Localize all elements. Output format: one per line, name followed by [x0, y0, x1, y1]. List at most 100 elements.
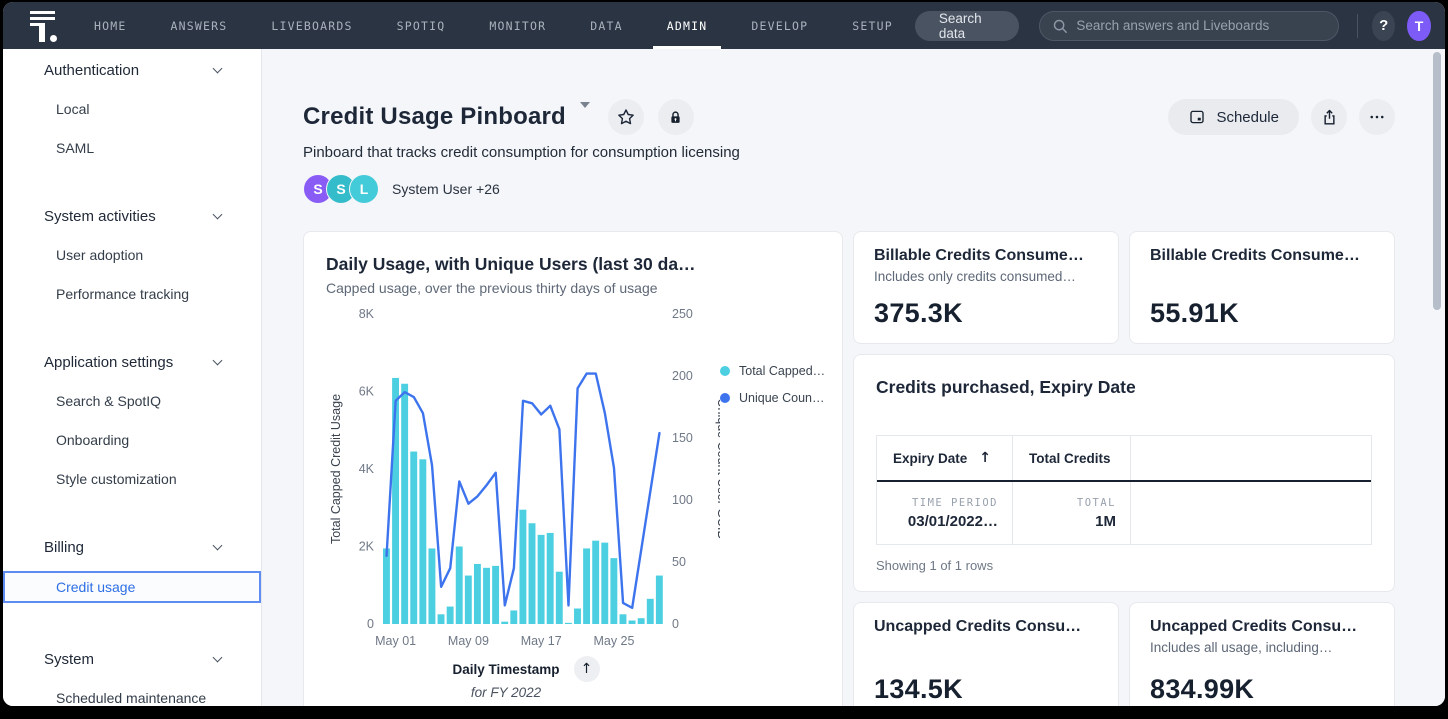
sort-axis-button[interactable]: ↑ [573, 656, 600, 682]
svg-text:150: 150 [672, 431, 693, 445]
svg-text:Unique Count User GUID: Unique Count User GUID [715, 398, 720, 539]
chevron-down-icon [212, 209, 223, 219]
nav-tabs: HOME ANSWERS LIVEBOARDS SPOTIQ MONITOR D… [72, 2, 915, 49]
kpi-card-uncapped-credits-2[interactable]: Uncapped Credits Consu… Includes all usa… [1129, 602, 1395, 706]
table-title: Credits purchased, Expiry Date [876, 377, 1136, 397]
admin-sidebar: Authentication Local SAML System activit… [3, 49, 262, 706]
title-menu-button[interactable] [576, 102, 594, 130]
nav-tab-spotiq[interactable]: SPOTIQ [396, 18, 446, 33]
column-label: Expiry Date [893, 450, 968, 466]
cell-total-credits: TOTAL 1M [1013, 482, 1131, 544]
search-icon [1054, 19, 1068, 33]
sidebar-section-system[interactable]: System [3, 647, 261, 671]
svg-text:May 09: May 09 [448, 634, 489, 648]
svg-text:8K: 8K [359, 307, 375, 321]
star-icon [618, 109, 634, 125]
legend-item-bars[interactable]: Total Capped… [720, 364, 825, 378]
sidebar-item-style-customization[interactable]: Style customization [56, 471, 177, 487]
svg-text:0: 0 [672, 617, 679, 631]
kpi-value: 134.5K [874, 674, 963, 704]
nav-tab-home[interactable]: HOME [94, 18, 127, 33]
kpi-title: Billable Credits Consume… [1150, 247, 1360, 264]
sidebar-section-authentication[interactable]: Authentication [3, 58, 261, 82]
daily-usage-chart-card[interactable]: Daily Usage, with Unique Users (last 30 … [303, 231, 843, 706]
nav-tab-setup[interactable]: SETUP [852, 18, 893, 33]
pinboard-description: Pinboard that tracks credit consumption … [303, 144, 740, 161]
cell-value: 03/01/2022… [907, 512, 998, 530]
sidebar-item-user-adoption[interactable]: User adoption [56, 247, 144, 263]
global-search [1039, 10, 1340, 41]
nav-tab-liveboards[interactable]: LIVEBOARDS [271, 18, 353, 33]
nav-tab-admin[interactable]: ADMIN [645, 2, 730, 49]
svg-text:Total Capped Credit Usage: Total Capped Credit Usage [329, 394, 343, 544]
svg-text:0: 0 [367, 617, 374, 631]
schedule-button[interactable]: Schedule [1168, 99, 1299, 135]
nav-tab-answers[interactable]: ANSWERS [170, 18, 228, 33]
sidebar-item-credit-usage[interactable]: Credit usage [3, 571, 261, 603]
main-content: Credit Usage Pinboard [263, 49, 1445, 706]
favorite-button[interactable] [607, 99, 644, 135]
sidebar-section-system-activities[interactable]: System activities [3, 204, 261, 228]
legend-item-line[interactable]: Unique Coun… [720, 391, 824, 405]
nav-tab-monitor[interactable]: MONITOR [489, 18, 547, 33]
cell-tag: TIME PERIOD [911, 496, 998, 509]
svg-text:200: 200 [672, 369, 693, 383]
legend-label: Total Capped… [739, 364, 826, 378]
svg-text:May 25: May 25 [593, 634, 634, 648]
user-avatar[interactable]: T [1407, 10, 1431, 41]
caret-down-icon [579, 102, 590, 125]
nav-divider [1357, 13, 1359, 38]
vertical-scrollbar[interactable] [1433, 52, 1441, 310]
credits-purchased-card[interactable]: Credits purchased, Expiry Date Expiry Da… [853, 354, 1395, 592]
sort-ascending-icon: ↑ [979, 450, 992, 466]
cell-expiry-date: TIME PERIOD 03/01/2022… [877, 482, 1013, 544]
kpi-card-billable-credits-2[interactable]: Billable Credits Consume… 55.91K [1129, 231, 1395, 344]
sidebar-section-billing[interactable]: Billing [3, 535, 261, 559]
kpi-card-uncapped-credits-1[interactable]: Uncapped Credits Consu… 134.5K [853, 602, 1119, 706]
author-avatar[interactable]: L [349, 174, 379, 204]
sidebar-item-performance-tracking[interactable]: Performance tracking [56, 286, 190, 302]
section-label: System [44, 650, 95, 668]
column-header-expiry-date[interactable]: Expiry Date ↑ [877, 436, 1013, 480]
nav-tab-data[interactable]: DATA [590, 18, 623, 33]
nav-right: Search data ? T [914, 2, 1445, 49]
svg-text:250: 250 [672, 307, 693, 321]
sidebar-section-application-settings[interactable]: Application settings [3, 350, 261, 374]
kpi-subtitle: Includes all usage, including… [1150, 640, 1333, 655]
app-window: HOME ANSWERS LIVEBOARDS SPOTIQ MONITOR D… [3, 2, 1445, 706]
table-row-count: Showing 1 of 1 rows [876, 558, 994, 573]
search-input[interactable] [1076, 18, 1327, 33]
nav-tab-develop[interactable]: DEVELOP [751, 18, 809, 33]
sidebar-item-search-spotiq[interactable]: Search & SpotIQ [56, 393, 162, 409]
chevron-down-icon [212, 63, 223, 73]
chevron-down-icon [212, 652, 223, 662]
table-row[interactable]: TIME PERIOD 03/01/2022… TOTAL 1M [877, 482, 1371, 544]
help-button[interactable]: ? [1372, 10, 1396, 41]
kpi-title: Uncapped Credits Consu… [874, 618, 1082, 635]
search-data-button[interactable]: Search data [914, 10, 1020, 41]
schedule-label: Schedule [1216, 108, 1279, 126]
section-label: System activities [44, 207, 156, 225]
permissions-button[interactable] [657, 99, 694, 135]
authors-row: S S L System User +26 [303, 174, 1395, 204]
sidebar-item-saml[interactable]: SAML [56, 140, 95, 156]
share-button[interactable] [1311, 99, 1347, 135]
chevron-down-icon [212, 355, 223, 365]
combo-chart: 0 2K 4K 6K 8K 0 50 100 150 200 250 May 01 May 09 May … [329, 307, 720, 648]
column-header-total-credits[interactable]: Total Credits [1013, 436, 1131, 480]
sidebar-item-local[interactable]: Local [56, 101, 90, 117]
kpi-title: Billable Credits Consume… [874, 247, 1084, 264]
section-label: Billing [44, 538, 85, 556]
sidebar-item-onboarding[interactable]: Onboarding [56, 432, 130, 448]
x-axis-title: Daily Timestamp [452, 661, 560, 677]
kpi-value: 375.3K [874, 298, 963, 328]
up-arrow-icon: ↑ [580, 661, 593, 677]
sidebar-item-scheduled-maintenance[interactable]: Scheduled maintenance [56, 690, 207, 706]
kpi-card-billable-credits-1[interactable]: Billable Credits Consume… Includes only … [853, 231, 1119, 344]
svg-text:2K: 2K [359, 540, 375, 554]
kpi-value: 834.99K [1150, 674, 1255, 704]
more-options-button[interactable] [1359, 99, 1395, 135]
pinboard-header: Credit Usage Pinboard [303, 99, 1395, 135]
credits-table: Expiry Date ↑ Total Credits TIM [876, 435, 1372, 545]
legend-dot-cyan [720, 366, 730, 376]
